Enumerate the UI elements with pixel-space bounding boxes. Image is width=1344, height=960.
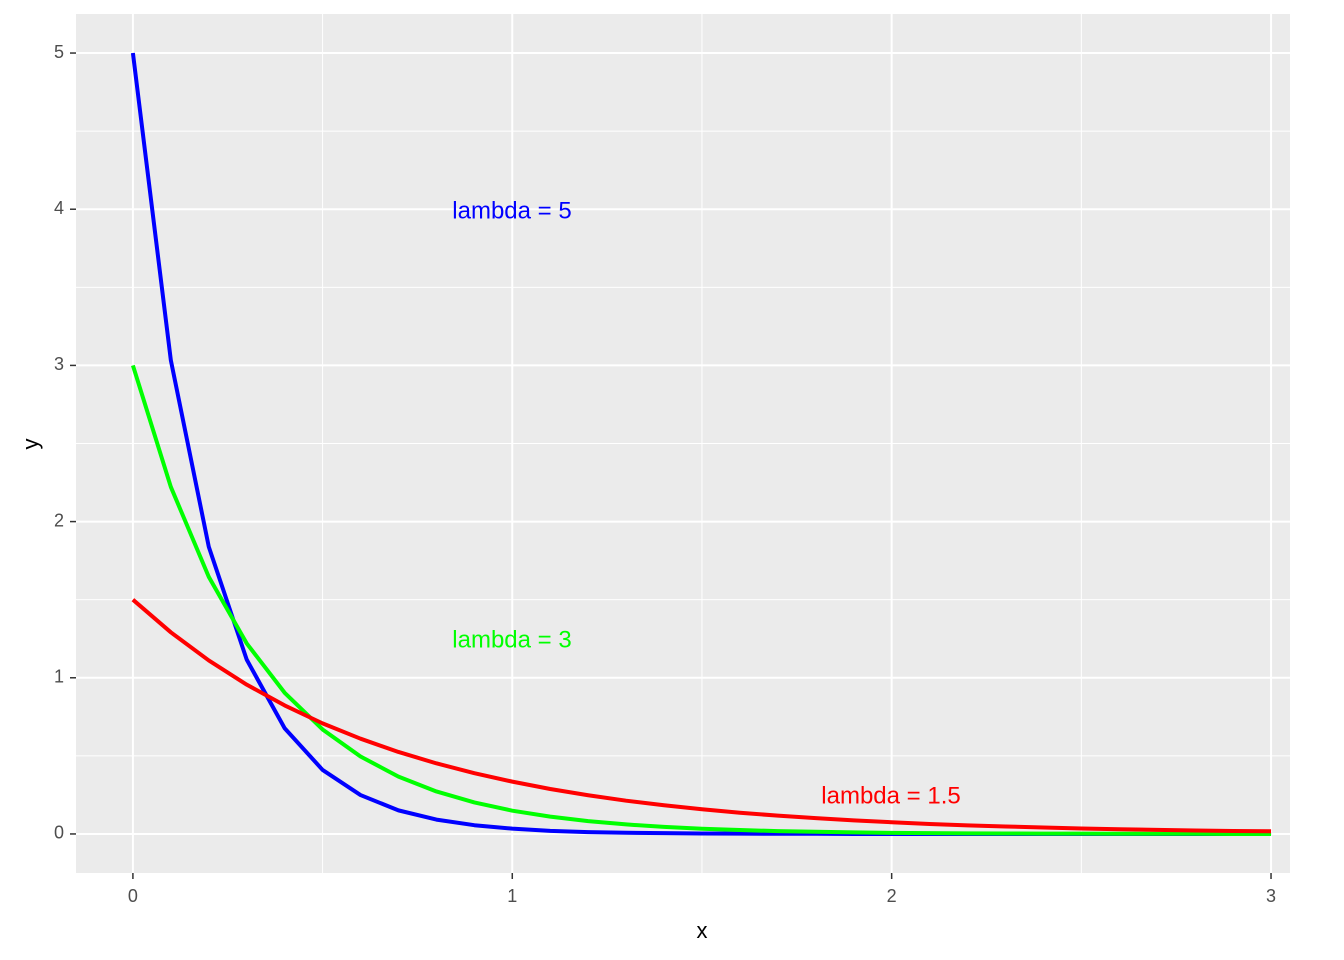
line — [131, 598, 1272, 834]
x-axis-title: x — [697, 918, 708, 943]
y-tick-label: 4 — [54, 198, 64, 218]
line-label: lambda = 3 — [452, 626, 571, 653]
y-tick-label: 0 — [54, 823, 64, 843]
x-tick-label: 2 — [887, 886, 897, 906]
y-tick-label: 3 — [54, 354, 64, 374]
x-tick-label: 0 — [128, 886, 138, 906]
line — [130, 364, 1272, 836]
y-tick-label: 1 — [54, 667, 64, 687]
y-tick-label: 2 — [54, 510, 64, 530]
y-tick-label: 5 — [54, 42, 64, 62]
x-tick-label: 1 — [507, 886, 517, 906]
x-tick-label: 3 — [1266, 886, 1276, 906]
line-label: lambda = 5 — [452, 197, 571, 224]
line-label: lambda = 1.5 — [821, 782, 960, 809]
y-axis-title: y — [18, 439, 43, 450]
